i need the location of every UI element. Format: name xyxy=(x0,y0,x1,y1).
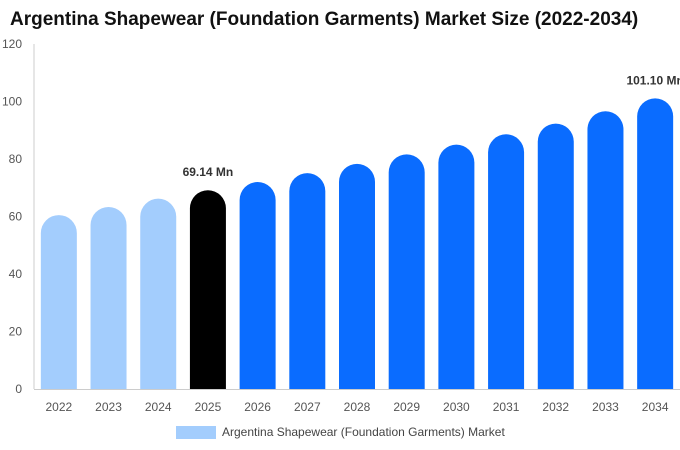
bar-2028 xyxy=(339,163,375,389)
legend-swatch xyxy=(176,425,216,439)
bar-2032 xyxy=(537,123,574,389)
x-tick-label: 2033 xyxy=(592,400,619,414)
data-label-2034: 101.10 Mn xyxy=(626,73,680,87)
x-tick-label: 2028 xyxy=(344,400,371,414)
bar-2031 xyxy=(488,134,525,389)
y-tick-label: 80 xyxy=(9,152,23,166)
y-tick-label: 0 xyxy=(15,382,22,396)
y-tick-label: 20 xyxy=(9,325,23,339)
x-tick-label: 2027 xyxy=(294,400,321,414)
bar-2033 xyxy=(587,111,624,390)
chart-title: Argentina Shapewear (Foundation Garments… xyxy=(10,9,639,30)
x-tick-label: 2030 xyxy=(443,400,470,414)
x-tick-label: 2026 xyxy=(244,400,271,414)
x-tick-label: 2022 xyxy=(45,400,72,414)
x-tick-label: 2025 xyxy=(195,400,222,414)
legend: Argentina Shapewear (Foundation Garments… xyxy=(176,425,505,439)
bar-2022 xyxy=(40,215,77,389)
bar-2026 xyxy=(239,182,276,389)
bar-2024 xyxy=(140,198,177,389)
bar-2034 xyxy=(637,98,674,390)
x-tick-label: 2032 xyxy=(542,400,569,414)
x-tick-label: 2034 xyxy=(642,400,669,414)
bar-2025 xyxy=(189,190,226,389)
bar-2023 xyxy=(90,207,127,389)
data-label-2025: 69.14 Mn xyxy=(183,165,234,179)
bar-2029 xyxy=(388,154,425,389)
y-tick-label: 100 xyxy=(2,95,22,109)
legend-label: Argentina Shapewear (Foundation Garments… xyxy=(222,425,505,439)
x-tick-label: 2029 xyxy=(393,400,420,414)
x-tick-label: 2023 xyxy=(95,400,122,414)
x-tick-label: 2024 xyxy=(145,400,172,414)
y-tick-label: 120 xyxy=(2,37,22,51)
y-tick-label: 40 xyxy=(9,267,23,281)
bar-2027 xyxy=(289,173,326,389)
x-tick-label: 2031 xyxy=(493,400,520,414)
y-tick-label: 60 xyxy=(9,210,23,224)
bar-2030 xyxy=(438,144,475,389)
